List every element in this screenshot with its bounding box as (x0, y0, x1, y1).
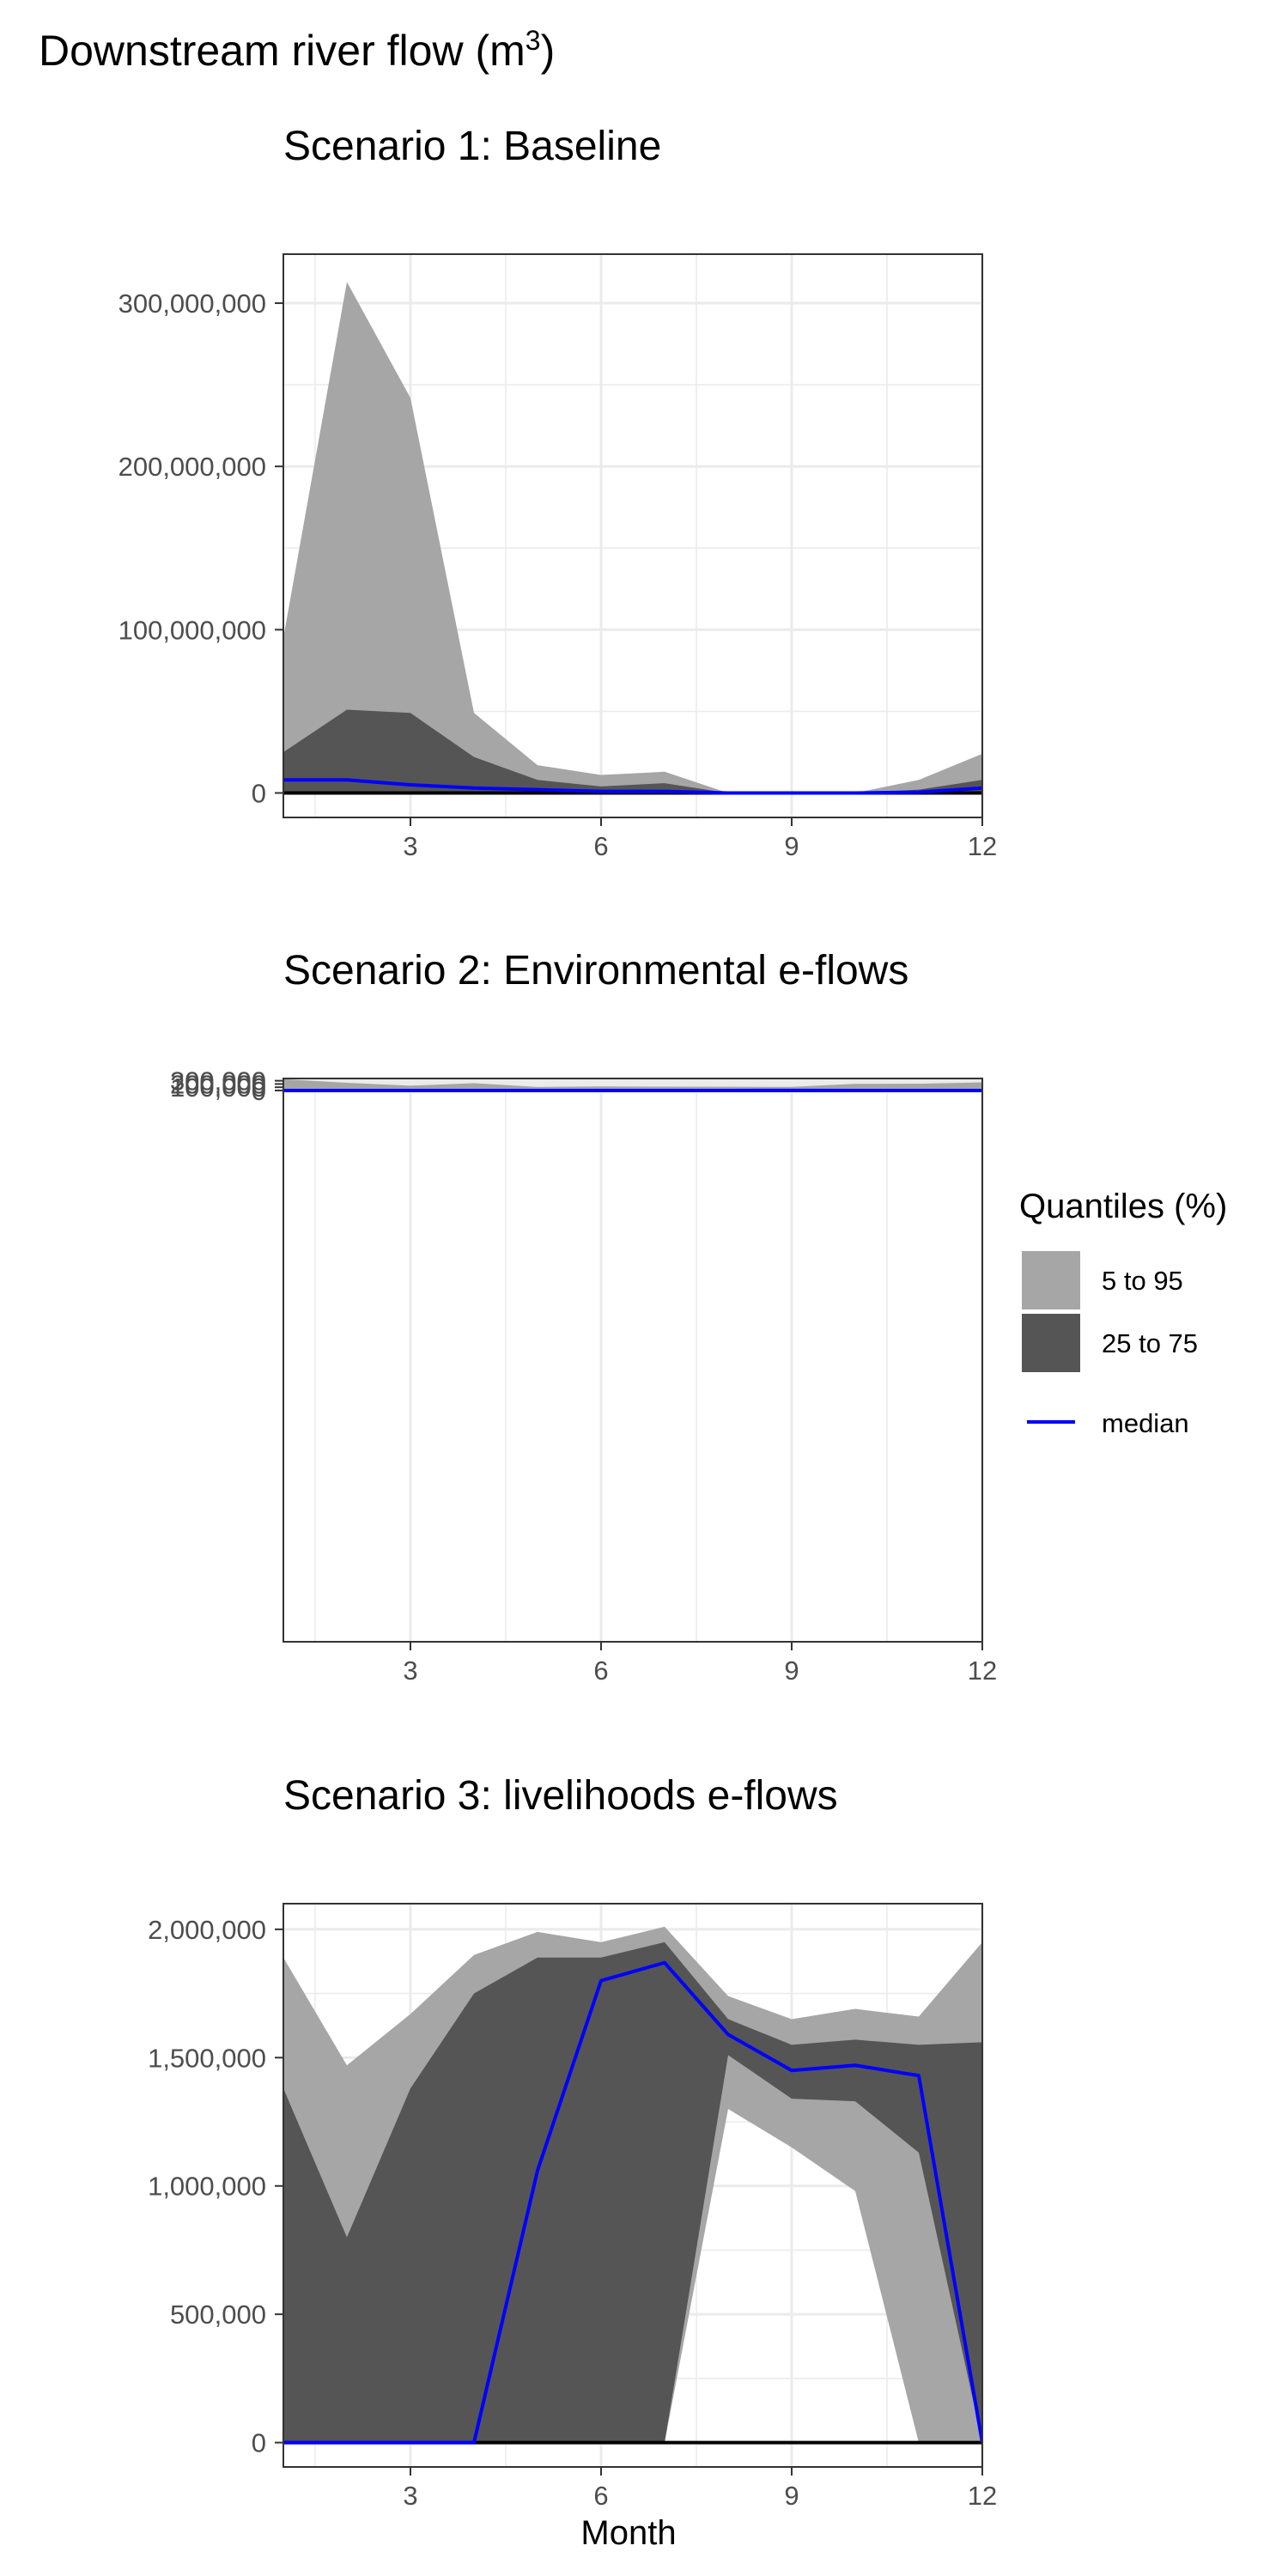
panels: Scenario 1: Baseline 0 100,000,000 200,000,… (118, 124, 998, 2511)
legend-label-median: median (1102, 1408, 1189, 1438)
x-tick-label: 12 (968, 2481, 997, 2511)
y-tick-label: 300,000,000 (118, 289, 266, 319)
y-tick-label: 200,000,000 (118, 452, 266, 482)
x-tick-label: 6 (593, 1656, 608, 1686)
y-tick-label: 100,000 (170, 1072, 266, 1103)
figure-title: Downstream river flow (m3) (39, 25, 555, 75)
x-tick-label: 3 (403, 831, 417, 861)
legend: Quantiles (%) 5 to 95 25 to 75 median (1019, 1188, 1227, 1438)
plot-border (283, 253, 983, 818)
median-line (283, 1960, 982, 2445)
y-tick-label: 0 (252, 2428, 266, 2458)
panel-title: Scenario 3: livelihoods e-flows (283, 1773, 838, 1819)
x-tick-label: 12 (968, 1656, 997, 1686)
y-tick-label: 500,000 (170, 2300, 266, 2330)
y-tick-label: 200,000 (170, 1069, 266, 1099)
x-tick-label: 9 (784, 1656, 799, 1686)
panel-1: Scenario 1: Baseline 0 100,000,000 200,000,… (118, 124, 998, 861)
data-layer (283, 1078, 982, 1092)
y-tick-label: 1,500,000 (148, 2043, 266, 2073)
x-tick-label: 3 (403, 1656, 417, 1686)
panel-title: Scenario 1: Baseline (283, 124, 661, 169)
y-tick-label: 300,000 (170, 1066, 266, 1097)
x-tick-label: 6 (593, 2481, 608, 2511)
ribbon-25-75 (283, 709, 982, 793)
y-tick-label: 0 (252, 1076, 266, 1106)
ribbon-5-95 (283, 282, 982, 793)
panel-2: Scenario 2: Environmental e-flows 0100,00… (170, 948, 997, 1686)
data-layer (283, 1926, 982, 2445)
legend-key-25-75 (1022, 1314, 1080, 1372)
median-line (283, 778, 982, 795)
legend-title: Quantiles (%) (1019, 1188, 1227, 1225)
figure-title-unit-exp: 3 (526, 25, 541, 56)
ribbon-25-75 (283, 1941, 982, 2443)
x-axis-label: Month (580, 2514, 676, 2552)
y-tick-label: 0 (252, 778, 266, 808)
x-tick-label: 9 (784, 831, 799, 861)
plot-background (283, 1078, 982, 1642)
figure-title-unit: m (489, 27, 526, 75)
panel-3: Scenario 3: livelihoods e-flows 0 500,000 1… (148, 1773, 997, 2511)
data-layer (283, 282, 982, 795)
x-tick-label: 3 (403, 2481, 417, 2511)
ribbon-5-95 (283, 1078, 982, 1091)
x-tick-label: 12 (968, 831, 997, 861)
figure-title-text: Downstream river flow (39, 27, 464, 75)
panel-title: Scenario 2: Environmental e-flows (283, 948, 908, 993)
y-tick-label: 2,000,000 (148, 1915, 266, 1945)
legend-label-5-95: 5 to 95 (1102, 1266, 1183, 1296)
x-tick-label: 6 (593, 831, 608, 861)
x-tick-label: 9 (784, 2481, 799, 2511)
plot-border (283, 1078, 983, 1643)
legend-label-25-75: 25 to 75 (1102, 1328, 1198, 1358)
y-tick-label: 100,000,000 (118, 615, 266, 645)
y-tick-label: 1,000,000 (148, 2172, 266, 2202)
legend-key-5-95 (1022, 1251, 1080, 1309)
